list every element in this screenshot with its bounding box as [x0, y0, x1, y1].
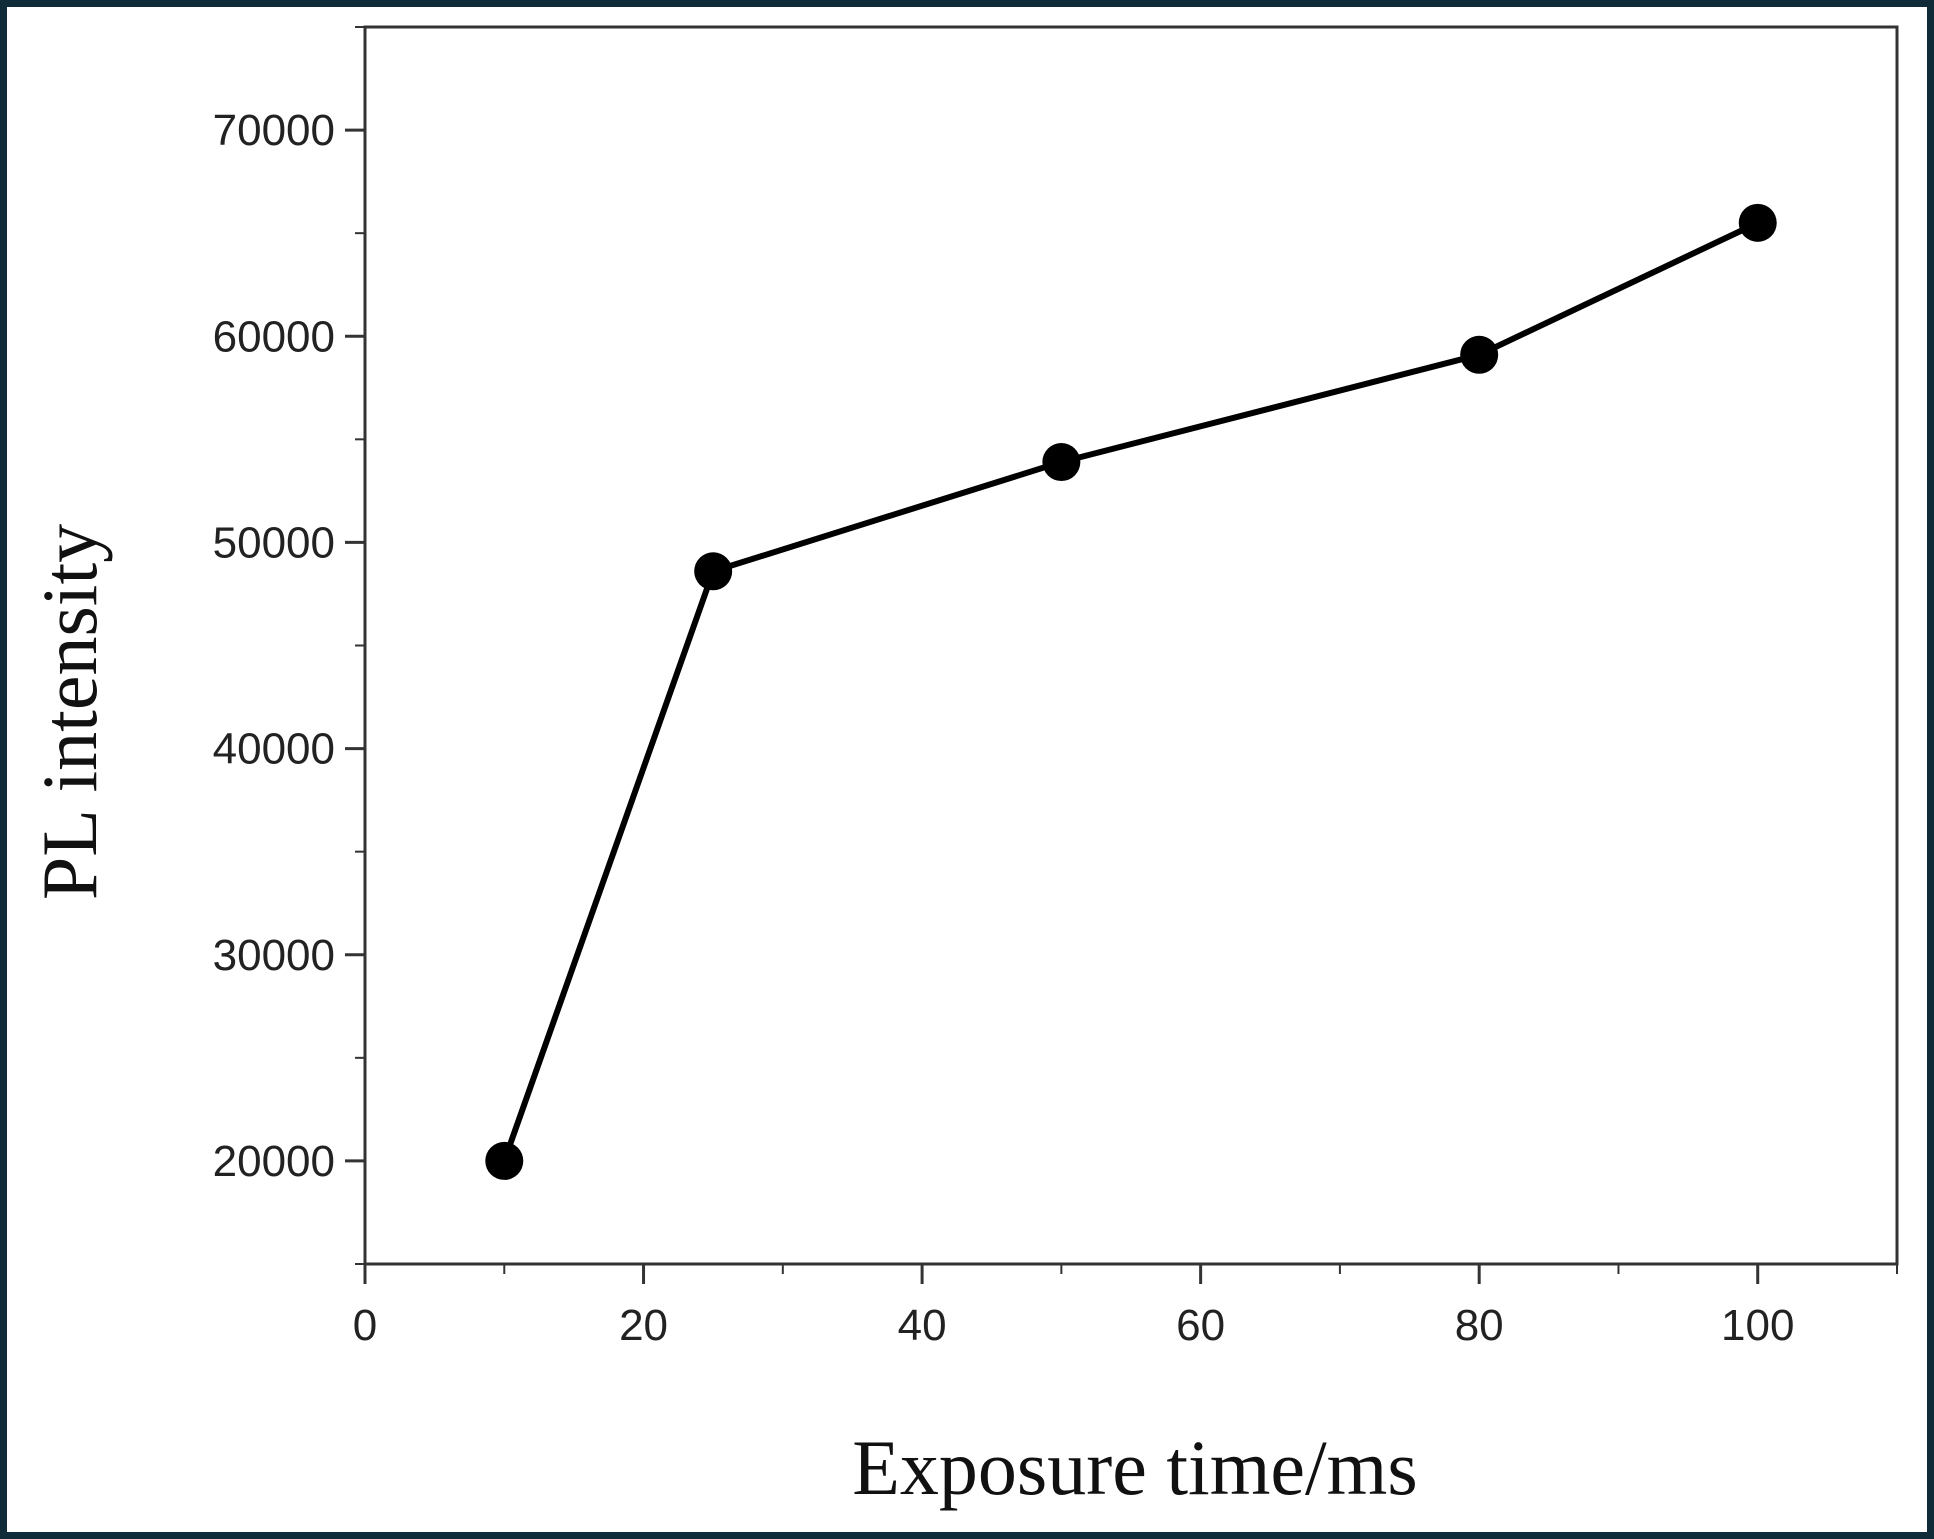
frame	[7, 7, 1927, 1532]
data-line	[501, 220, 1760, 1162]
x-tick-label: 40	[898, 1301, 947, 1350]
y-axis-title: PL intensity	[26, 524, 113, 900]
y-tick-label: 20000	[213, 1137, 335, 1186]
data-point	[1042, 443, 1081, 482]
x-axis-title: Exposure time/ms	[852, 1424, 1417, 1511]
x-tick-label: 80	[1455, 1301, 1504, 1350]
y-tick-label: 30000	[213, 931, 335, 980]
x-tick-label: 60	[1176, 1301, 1225, 1350]
y-tick-label: 60000	[213, 312, 335, 361]
data-point	[485, 1141, 524, 1180]
y-tick-label: 40000	[213, 725, 335, 774]
x-tick-label: 0	[353, 1301, 377, 1350]
y-tick-label: 70000	[213, 106, 335, 155]
plot-frame	[363, 25, 1899, 1266]
data-point	[1738, 203, 1777, 242]
x-tick-label: 100	[1721, 1301, 1794, 1350]
x-tick-label: 20	[619, 1301, 668, 1350]
data-point	[1460, 335, 1499, 374]
y-tick-label: 50000	[213, 518, 335, 567]
data-point	[694, 552, 733, 591]
